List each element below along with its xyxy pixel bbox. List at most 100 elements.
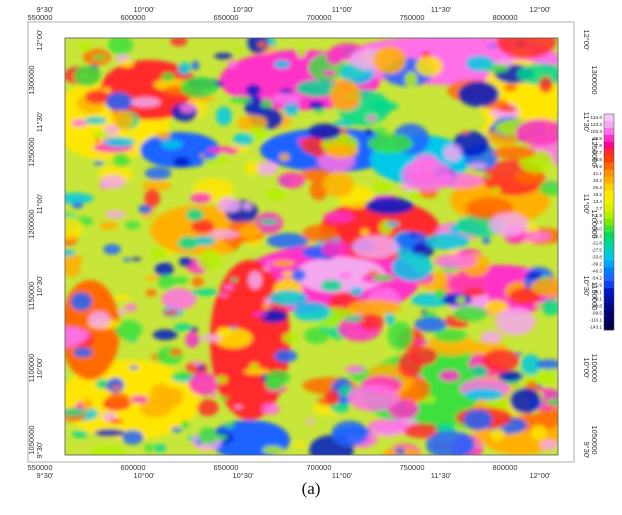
legend-label: 7.7	[596, 206, 603, 211]
anomaly-blob	[480, 330, 503, 343]
anomaly-blob	[104, 137, 136, 148]
anomaly-blob	[93, 161, 105, 166]
anomaly-blob	[191, 361, 203, 366]
anomaly-blob	[367, 418, 409, 434]
anomaly-blob	[425, 430, 475, 455]
anomaly-blob	[348, 299, 402, 316]
legend-label: -39.2	[592, 262, 603, 267]
anomaly-blob	[103, 244, 122, 255]
anomaly-blob	[530, 277, 558, 297]
legend-swatch	[604, 204, 614, 212]
anomaly-blob	[541, 298, 558, 316]
bottom-meter-label: 600000	[120, 463, 145, 472]
anomaly-blob	[279, 153, 290, 162]
anomaly-blob	[169, 348, 183, 356]
legend-label: 19.2	[593, 192, 602, 197]
anomaly-blob	[324, 390, 340, 406]
right-degree-label: 11°00'	[582, 194, 591, 215]
anomaly-blob	[149, 247, 168, 261]
legend: 134.0 123.3 103.3 88.8 77.8 67.7 58.8 49.6 41.1 3…	[589, 113, 615, 331]
anomaly-blob	[538, 76, 553, 93]
anomaly-blob	[261, 403, 280, 415]
anomaly-blob	[195, 440, 202, 446]
legend-frame	[603, 113, 615, 331]
anomaly-blob	[144, 188, 161, 208]
legend-label: 88.8	[593, 136, 602, 141]
anomaly-blob	[515, 119, 558, 146]
anomaly-blob	[185, 331, 200, 348]
anomaly-blob	[525, 271, 543, 279]
legend-label: -88.8	[592, 303, 603, 308]
anomaly-blob	[102, 412, 117, 421]
anomaly-blob	[131, 257, 142, 261]
anomaly-blob	[105, 92, 133, 112]
anomaly-blob	[240, 401, 254, 409]
left-meter-label: 1050000	[27, 425, 36, 454]
anomaly-blob	[144, 167, 172, 180]
anomaly-blob	[464, 388, 505, 401]
legend-swatch	[604, 323, 614, 331]
anomaly-blob	[273, 59, 291, 69]
anomaly-blob	[463, 287, 486, 297]
anomaly-blob	[178, 256, 193, 267]
anomaly-blob	[350, 286, 364, 297]
anomaly-blob	[306, 418, 314, 425]
anomaly-blob	[433, 328, 468, 343]
legend-swatch	[604, 246, 614, 254]
anomaly-blob	[482, 174, 491, 179]
legend-label: -61.9	[592, 282, 603, 287]
anomaly-blob	[401, 158, 452, 192]
anomaly-blob	[177, 62, 191, 76]
top-meter-label: 550000	[27, 13, 52, 22]
anomaly-blob	[112, 384, 121, 391]
anomaly-blob	[386, 221, 400, 228]
anomaly-blob	[469, 365, 488, 378]
legend-label: 49.6	[593, 164, 602, 169]
anomaly-blob	[503, 83, 518, 92]
anomaly-blob	[190, 192, 212, 204]
legend-swatch	[604, 218, 614, 226]
anomaly-blob	[481, 237, 491, 244]
anomaly-blob	[465, 55, 495, 72]
anomaly-blob	[217, 197, 241, 213]
anomaly-blob	[439, 369, 460, 382]
anomaly-blob	[227, 59, 238, 69]
anomaly-blob	[495, 307, 536, 336]
anomaly-blob	[70, 292, 93, 311]
anomaly-blob	[293, 442, 307, 448]
anomaly-blob	[65, 217, 83, 240]
legend-label: -3.9	[594, 220, 602, 225]
anomaly-blob	[372, 127, 387, 135]
anomaly-blob	[434, 288, 446, 300]
anomaly-blob	[265, 370, 291, 386]
anomaly-blob	[71, 119, 88, 127]
anomaly-blob	[372, 274, 394, 282]
bottom-degree-label: 11°30'	[431, 471, 452, 480]
anomaly-blob	[232, 133, 254, 146]
bottom-degree-label: 11°00'	[332, 471, 353, 480]
anomaly-blob	[496, 38, 557, 59]
anomaly-blob	[484, 299, 509, 315]
anomaly-blob	[84, 116, 107, 125]
anomaly-blob	[130, 97, 161, 108]
legend-label: -46.3	[592, 269, 603, 274]
anomaly-blob	[170, 38, 188, 47]
legend-swatch	[604, 120, 614, 129]
anomaly-blob	[239, 224, 262, 239]
legend-label: -78.1	[592, 296, 603, 301]
anomaly-blob	[452, 305, 488, 322]
anomaly-blob	[295, 79, 339, 97]
anomaly-blob	[323, 211, 355, 223]
anomaly-blob	[222, 284, 235, 291]
anomaly-blob	[88, 310, 111, 329]
anomaly-blob	[434, 253, 477, 269]
anomaly-blob	[370, 101, 399, 112]
anomaly-blob	[243, 368, 270, 375]
right-meter-label: 1300000	[590, 65, 599, 94]
anomaly-blob	[395, 447, 406, 455]
anomaly-blob	[296, 44, 307, 58]
anomaly-blob	[145, 288, 157, 297]
anomaly-blob	[373, 45, 407, 75]
legend-swatch	[604, 162, 614, 171]
